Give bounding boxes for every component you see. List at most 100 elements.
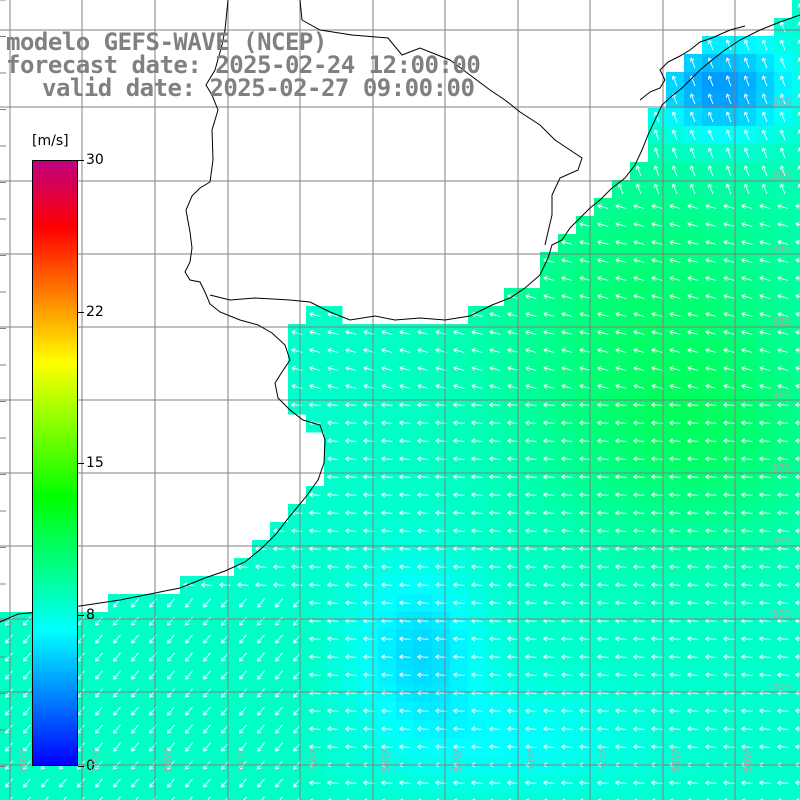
wind-arrow — [633, 582, 645, 588]
wind-arrow — [741, 780, 753, 786]
wind-arrow — [489, 366, 501, 371]
wind-arrow — [399, 726, 411, 732]
wind-arrow — [291, 330, 303, 335]
wind-arrow — [327, 654, 339, 660]
wind-arrow — [327, 348, 339, 353]
wind-arrow — [651, 294, 663, 299]
wind-arrow — [687, 276, 699, 281]
wind-arrow — [651, 726, 663, 732]
wind-arrow — [561, 636, 573, 642]
wind-arrow — [471, 672, 483, 678]
wind-arrow — [507, 348, 519, 353]
wind-arrow — [633, 312, 645, 317]
wind-arrow — [561, 654, 573, 660]
wind-arrow — [167, 706, 175, 716]
wind-arrow — [507, 492, 519, 498]
wind-arrow — [113, 706, 121, 716]
wind-arrows — [5, 3, 800, 800]
wind-arrow — [795, 204, 800, 209]
wind-arrow — [543, 366, 555, 371]
wind-arrow — [795, 546, 800, 552]
wind-arrow — [203, 706, 211, 716]
wind-arrow — [309, 510, 321, 516]
wind-arrow — [651, 672, 663, 678]
wind-arrow — [507, 672, 519, 678]
wind-arrow — [239, 724, 247, 734]
wind-arrow — [309, 582, 321, 588]
wind-arrow — [543, 402, 555, 408]
wind-arrow — [453, 366, 465, 371]
wind-arrow — [669, 726, 681, 732]
wind-arrow — [795, 510, 800, 516]
wind-arrow — [489, 780, 501, 786]
wind-arrow — [777, 708, 789, 714]
wind-cell — [468, 792, 487, 800]
wind-arrow — [381, 492, 393, 498]
wind-arrow — [795, 330, 800, 335]
wind-arrow — [723, 402, 735, 408]
wind-arrow — [687, 510, 699, 516]
wind-arrow — [633, 456, 645, 462]
colorbar — [32, 160, 78, 766]
wind-arrow — [759, 240, 771, 245]
wind-cell — [576, 792, 595, 800]
wind-arrow — [399, 708, 411, 714]
wind-cell — [774, 792, 793, 800]
wind-arrow — [525, 744, 537, 750]
wind-arrow — [309, 492, 321, 498]
wind-arrow — [777, 780, 789, 786]
wind-arrow — [723, 258, 735, 263]
wind-cell — [792, 90, 800, 109]
wind-arrow — [635, 183, 642, 195]
wind-arrow — [761, 111, 768, 123]
wind-arrow — [687, 492, 699, 498]
wind-arrow — [525, 708, 537, 714]
wind-arrow — [561, 744, 573, 750]
wind-arrow — [687, 726, 699, 732]
wind-cell — [414, 792, 433, 800]
wind-arrow — [345, 546, 357, 552]
wind-arrow — [779, 165, 786, 177]
wind-arrow — [543, 510, 555, 516]
wind-arrow — [615, 402, 627, 408]
wind-arrow — [171, 796, 175, 800]
wind-arrow — [59, 778, 67, 788]
wind-arrow — [795, 420, 800, 426]
wind-arrow — [185, 634, 193, 644]
wind-arrow — [795, 528, 800, 534]
wind-arrow — [543, 726, 555, 732]
wind-arrow — [185, 670, 193, 680]
wind-arrow — [723, 366, 735, 371]
wind-arrow — [131, 742, 139, 752]
wind-arrow — [417, 708, 429, 714]
wind-arrow — [327, 600, 339, 606]
wind-arrow — [257, 742, 265, 752]
wind-arrow — [615, 726, 627, 732]
wind-arrow — [399, 582, 411, 588]
wind-arrow — [291, 384, 303, 389]
wind-arrow — [725, 147, 732, 159]
wind-arrow — [239, 742, 247, 752]
wind-arrow — [207, 796, 211, 800]
wind-arrow — [615, 276, 627, 281]
wind-arrow — [597, 510, 609, 516]
wind-arrow — [723, 708, 735, 714]
wind-arrow — [561, 546, 573, 552]
wind-cell — [108, 792, 127, 800]
wind-arrow — [705, 456, 717, 462]
wind-arrow — [23, 670, 31, 680]
wind-arrow — [507, 708, 519, 714]
wind-arrow — [543, 456, 555, 462]
wind-arrow — [741, 312, 753, 317]
wind-cell — [792, 378, 800, 397]
wind-arrow — [687, 258, 699, 263]
wind-arrow — [291, 564, 303, 570]
wind-arrow — [327, 384, 339, 389]
wind-arrow — [327, 510, 339, 516]
colorbar-tick-label: 0 — [86, 758, 95, 774]
wind-arrow — [795, 384, 800, 389]
wind-arrow — [327, 420, 339, 426]
wind-arrow — [273, 582, 285, 588]
wind-arrow — [759, 276, 771, 281]
wind-arrow — [669, 600, 681, 606]
